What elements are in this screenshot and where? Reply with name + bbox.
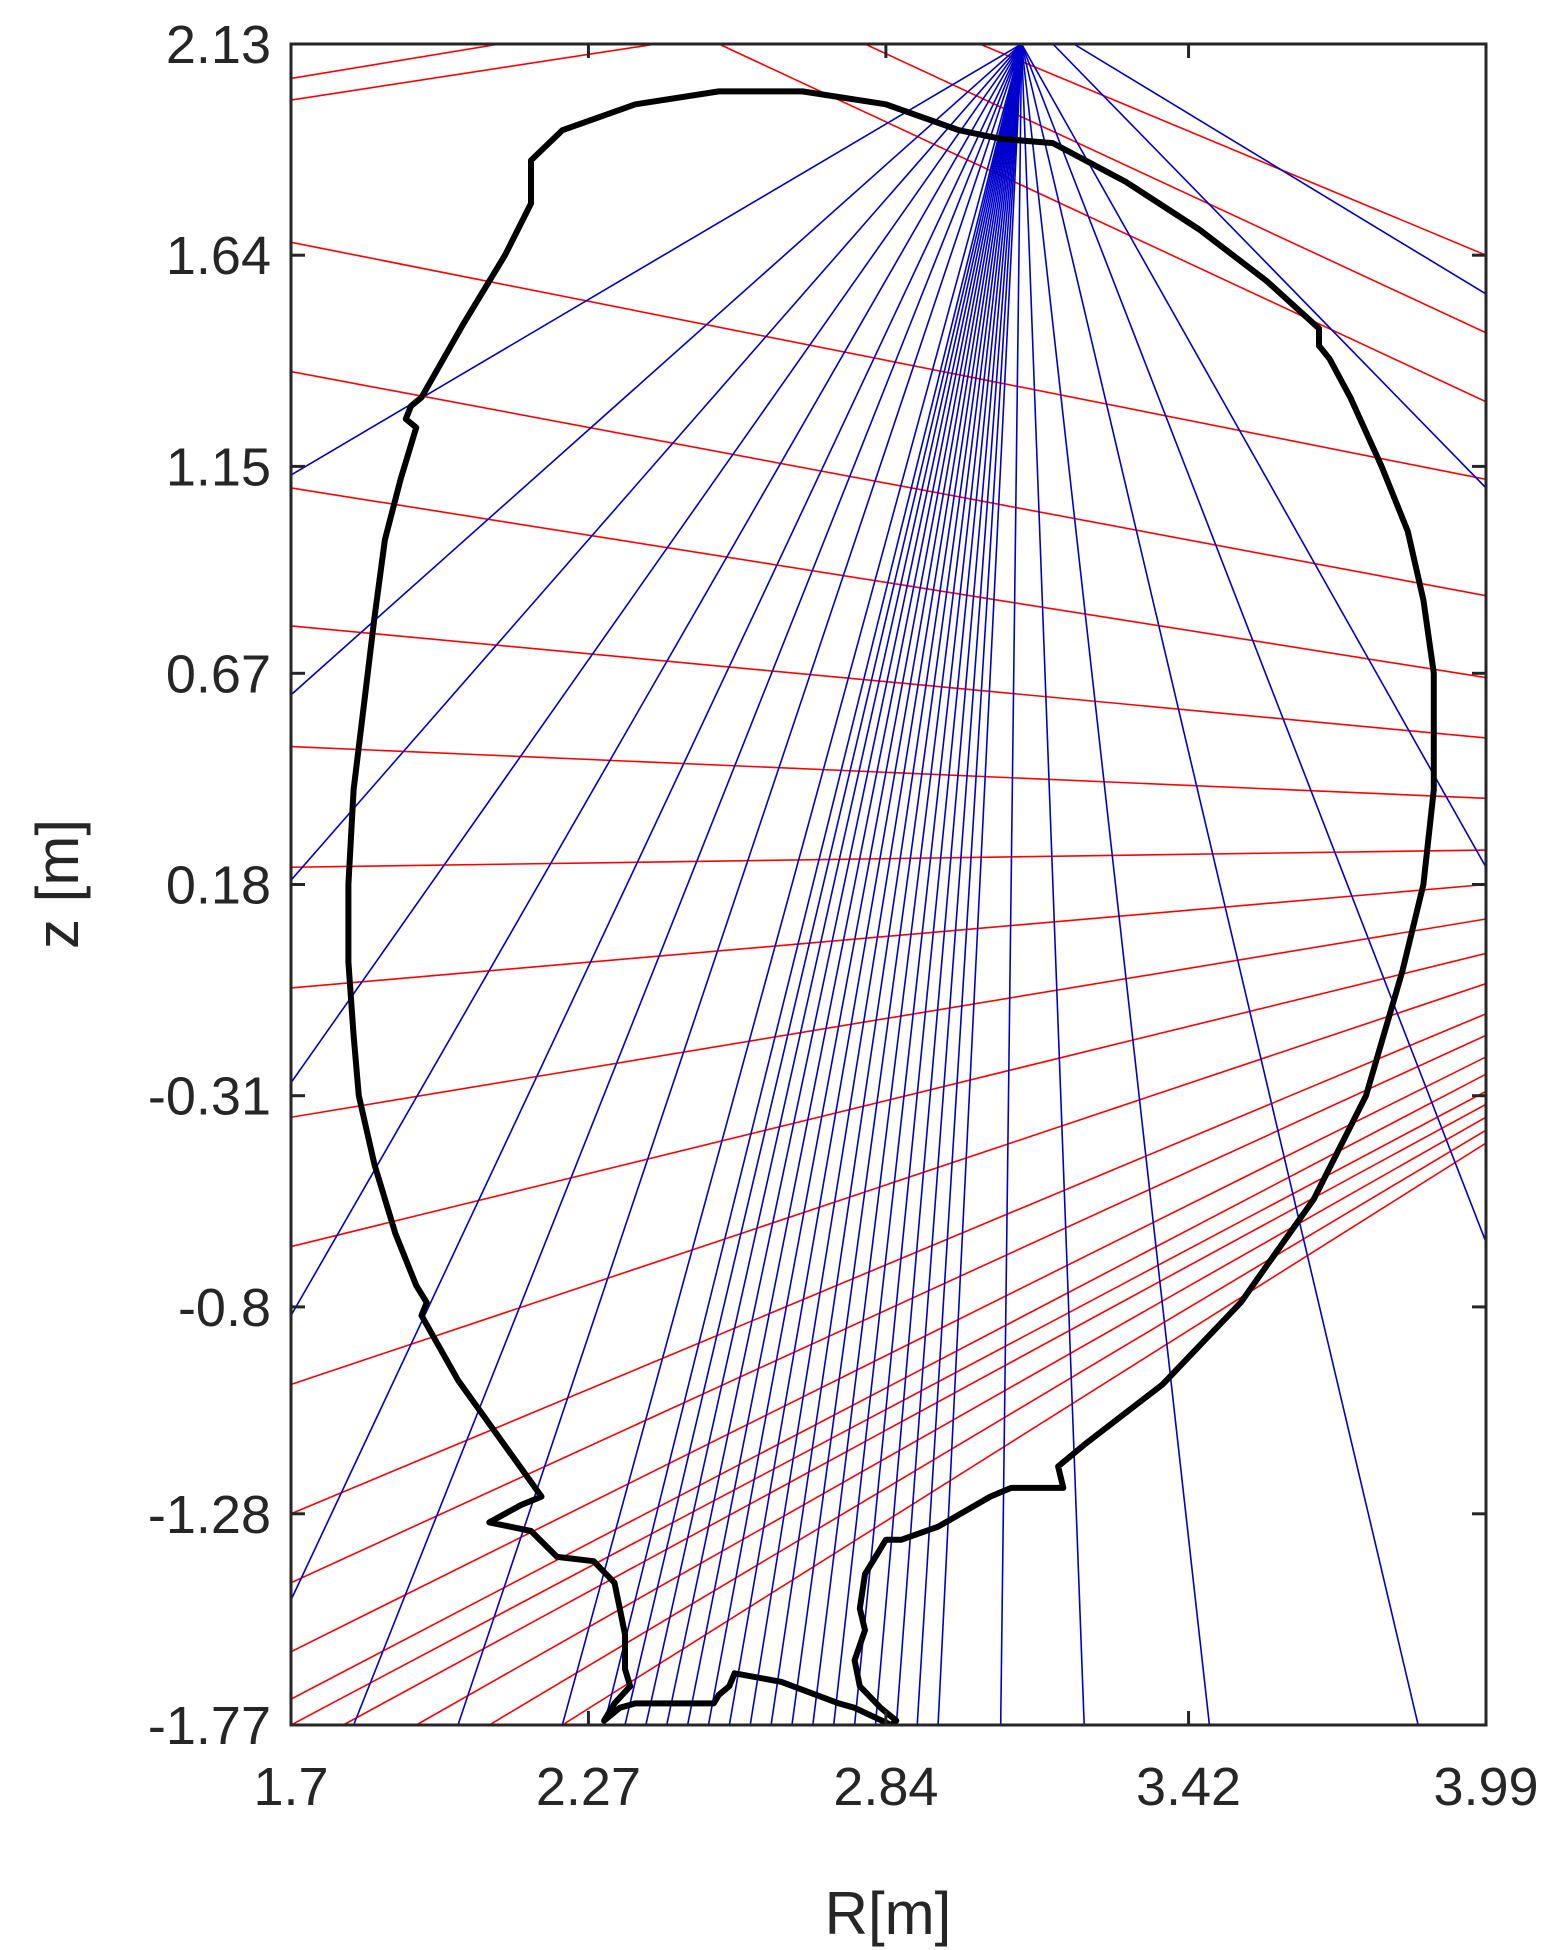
horizontal-chord-5 [291, 625, 1486, 739]
vertical-chord-16 [749, 44, 1023, 1725]
vertical-chord-19 [812, 44, 1023, 1725]
horizontal-chord-16 [291, 1090, 1486, 1725]
x-tick-label: 3.42 [1136, 1757, 1241, 1817]
vertical-chord-29 [1020, 44, 1419, 1725]
vertical-chord-30 [1020, 44, 1486, 1243]
vertical-chord-4 [291, 44, 1023, 1316]
horizontal-chord-18 [415, 1116, 1486, 1725]
horizontal-chord-21 [718, 44, 1486, 403]
horizontal-chord-1 [291, 44, 657, 101]
vessel-outline [345, 88, 1437, 1725]
horizontal-chord-20 [561, 1142, 1486, 1725]
horizontal-chord-0 [291, 44, 500, 80]
y-tick-label: 1.64 [166, 226, 271, 286]
vertical-chord-9 [603, 44, 1023, 1725]
vertical-chord-6 [352, 44, 1023, 1725]
horizontal-chord-10 [291, 952, 1486, 1248]
vertical-chord-26 [999, 44, 1023, 1725]
horizontal-chord-13 [291, 1034, 1486, 1584]
horizontal-chord-11 [291, 982, 1486, 1386]
vertical-chord-11 [645, 44, 1023, 1725]
axis-ticks [289, 42, 1488, 1727]
vertical-chord-22 [874, 44, 1023, 1725]
y-tick-label: 2.13 [166, 15, 271, 75]
vertical-chord-31 [1020, 44, 1486, 868]
vertical-chord-14 [707, 44, 1023, 1725]
vertical-chord-1 [291, 44, 1023, 696]
vertical-chord-extra-0 [1052, 44, 1486, 489]
vertical-chord-21 [853, 44, 1023, 1725]
vertical-chord-18 [791, 44, 1023, 1725]
vertical-chord-25 [937, 44, 1023, 1725]
vessel-outline-group [345, 88, 1437, 1725]
vertical-chord-10 [624, 44, 1023, 1725]
vertical-chord-17 [770, 44, 1023, 1725]
y-tick-label: 0.18 [166, 856, 271, 916]
horizontal-chord-6 [291, 745, 1486, 800]
horizontal-chord-23 [979, 44, 1486, 256]
vertical-chord-13 [686, 44, 1023, 1725]
horizontal-chord-19 [488, 1129, 1486, 1725]
vertical-chord-extra-1 [1073, 44, 1486, 295]
y-tick-label: -1.77 [148, 1696, 271, 1756]
vertical-chord-5 [291, 44, 1023, 1601]
vertical-chord-27 [1020, 44, 1085, 1725]
y-tick-label: 1.15 [166, 437, 271, 497]
vertical-chords [291, 44, 1486, 1725]
plot-background [291, 44, 1486, 1725]
y-tick-label: -0.8 [178, 1278, 271, 1338]
vertical-chord-3 [291, 44, 1023, 1084]
horizontal-chord-12 [291, 1013, 1486, 1515]
vertical-chord-7 [457, 44, 1023, 1725]
x-tick-label: 1.7 [253, 1757, 328, 1817]
y-tick-label: -0.31 [148, 1067, 271, 1127]
y-tick-label: 0.67 [166, 644, 271, 704]
horizontal-chords [291, 44, 1486, 1725]
x-tick-label: 2.84 [833, 1757, 938, 1817]
vertical-chord-24 [916, 44, 1023, 1725]
tick-labels: 1.7 2.27 2.84 3.42 3.99 2.13 1.64 1.15 0.67 0.18 -… [148, 15, 1539, 1817]
horizontal-chord-14 [291, 1056, 1486, 1653]
vertical-chord-12 [665, 44, 1023, 1725]
x-tick-label: 2.27 [536, 1757, 641, 1817]
x-tick-label: 3.99 [1433, 1757, 1538, 1817]
vertical-chord-8 [561, 44, 1023, 1725]
vertical-chord-2 [291, 44, 1023, 881]
vertical-chord-23 [895, 44, 1023, 1725]
vertical-chord-15 [728, 44, 1023, 1725]
y-axis-label: z [m] [24, 819, 91, 949]
horizontal-chord-7 [291, 849, 1486, 869]
y-tick-label: -1.28 [148, 1485, 271, 1545]
horizontal-chord-3 [291, 370, 1486, 597]
vertical-chord-28 [1020, 44, 1211, 1725]
vertical-chord-20 [832, 44, 1023, 1725]
x-axis-label: R[m] [825, 1880, 952, 1947]
